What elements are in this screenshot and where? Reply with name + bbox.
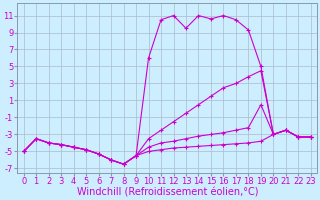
X-axis label: Windchill (Refroidissement éolien,°C): Windchill (Refroidissement éolien,°C): [76, 187, 258, 197]
